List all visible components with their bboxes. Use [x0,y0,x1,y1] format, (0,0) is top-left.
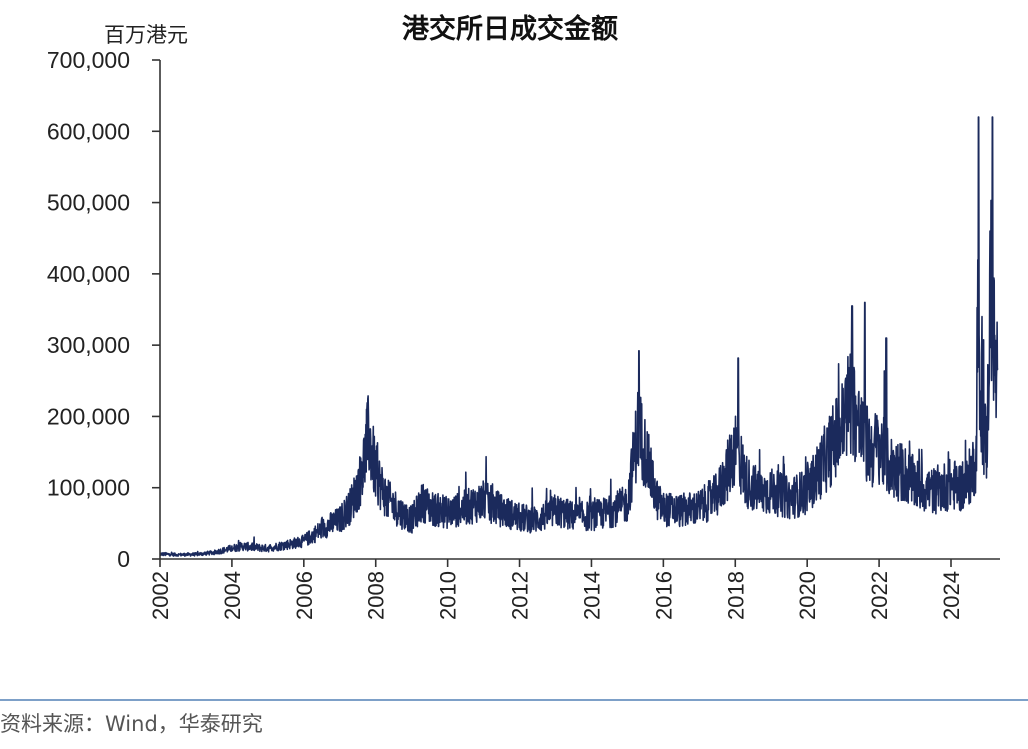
x-tick-label: 2006 [292,571,317,620]
y-axis-unit-label: 百万港元 [104,23,188,47]
x-tick-label: 2002 [148,571,173,620]
y-tick-label: 400,000 [47,261,130,287]
x-tick-label: 2014 [579,571,604,620]
x-tick-label: 2004 [220,571,245,620]
source-note: 资料来源：Wind，华泰研究 [0,712,263,736]
y-axis-ticks: 0 100,000 200,000 300,000 400,000 500,000 600,… [47,47,160,572]
y-tick-label: 0 [117,546,130,572]
x-tick-label: 2024 [939,571,964,620]
x-tick-label: 2010 [436,571,461,620]
y-tick-label: 500,000 [47,190,130,216]
y-tick-label: 700,000 [47,47,130,73]
x-tick-label: 2012 [508,571,533,620]
x-tick-label: 2008 [364,571,389,620]
series-line [159,116,999,558]
x-tick-label: 2016 [651,571,676,620]
x-tick-label: 2022 [867,571,892,620]
chart-title: 港交所日成交金额 [402,13,618,45]
x-tick-label: 2020 [795,571,820,620]
chart: 港交所日成交金额 百万港元 0 100,000 200,000 300,000 400,… [47,13,1000,620]
x-tick-label: 2018 [723,571,748,620]
y-tick-label: 100,000 [47,475,130,501]
y-tick-label: 200,000 [47,403,130,429]
y-tick-label: 600,000 [47,118,130,144]
plot-area [159,116,999,558]
footer-divider [0,699,1028,701]
y-tick-label: 300,000 [47,332,130,358]
x-axis-ticks: 2002 2004 2006 2008 2010 2012 2014 2016 2018 2020… [148,559,964,620]
